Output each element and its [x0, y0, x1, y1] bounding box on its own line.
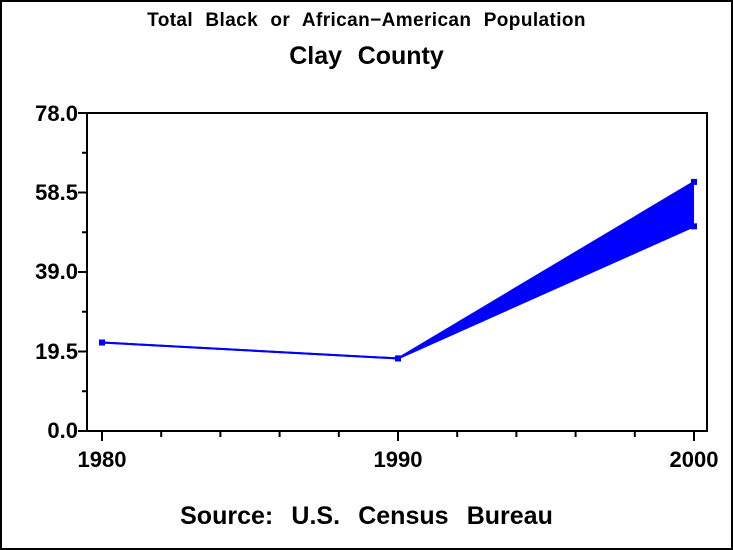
- x-tick-label-1990: 1990: [373, 447, 423, 472]
- y-tick-label-39: 39.0: [35, 259, 78, 284]
- y-tick-label-0: 0.0: [47, 418, 78, 443]
- x-tick-label-1980: 1980: [77, 447, 127, 472]
- y-tick-label-78: 78.0: [35, 101, 78, 126]
- y-tick-label-19-5: 19.5: [35, 339, 78, 364]
- y-tick-label-58-5: 58.5: [35, 180, 78, 205]
- chart-title: Total Black or African−American Populati…: [147, 10, 586, 31]
- source-note: Source: U.S. Census Bureau: [180, 502, 553, 530]
- x-tick-label-2000: 2000: [669, 447, 719, 472]
- chart-subtitle: Clay County: [289, 42, 444, 70]
